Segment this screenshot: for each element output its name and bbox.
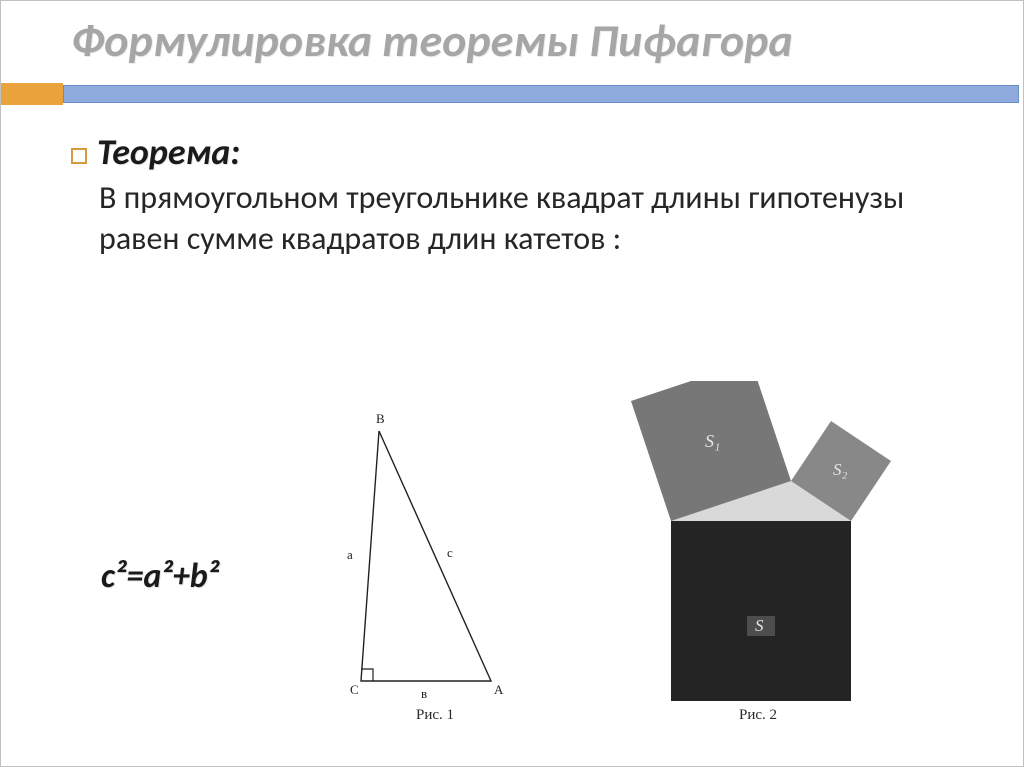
fig1-side-a: a xyxy=(347,547,353,562)
slide: Формулировка теоремы Пифагора Теорема: В… xyxy=(0,0,1024,767)
fig1-side-b: в xyxy=(421,686,427,701)
slide-title: Формулировка теоремы Пифагора xyxy=(1,1,1023,78)
figure-1: B C A a c в xyxy=(301,401,561,711)
fig1-vertex-C: C xyxy=(350,682,359,697)
fig1-side-c: c xyxy=(447,545,453,560)
theorem-text: В прямоугольном треугольнике квадрат дли… xyxy=(71,174,983,260)
fig1-vertex-A: A xyxy=(494,682,504,697)
formula: c²=a²+b² xyxy=(101,556,219,597)
figure-2-caption: Рис. 2 xyxy=(739,707,777,724)
figure-2: S₁ S₂ S xyxy=(611,381,951,701)
bullet-icon xyxy=(71,148,87,164)
title-bar xyxy=(1,80,1023,108)
figure-1-caption: Рис. 1 xyxy=(416,707,454,724)
fig1-vertex-B: B xyxy=(376,411,385,426)
fig2-label-s: S xyxy=(755,616,764,635)
fig2-label-s2: S₂ xyxy=(833,460,848,479)
accent-bar-orange xyxy=(1,83,63,105)
fig2-square-s xyxy=(671,521,851,701)
content-area: Теорема: В прямоугольном треугольнике кв… xyxy=(1,108,1023,260)
fig1-triangle xyxy=(361,431,491,681)
theorem-label: Теорема: xyxy=(97,130,240,174)
fig1-right-angle-mark xyxy=(361,669,373,681)
bullet-line: Теорема: xyxy=(71,130,983,174)
accent-bar-blue xyxy=(63,85,1019,103)
figures: B C A a c в Рис. 1 S₁ xyxy=(301,401,981,741)
fig2-label-s1: S₁ xyxy=(705,431,720,451)
